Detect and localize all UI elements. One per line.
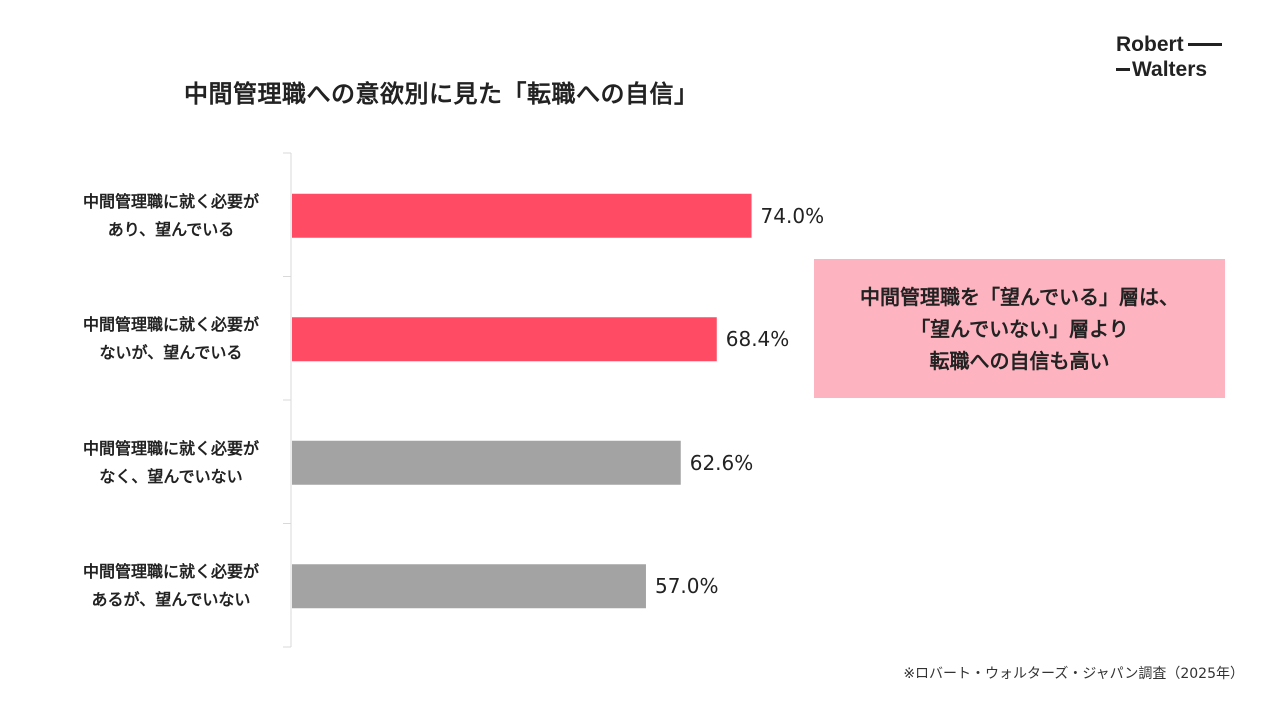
callout-box: 中間管理職を「望んでいる」層は、 「望んでいない」層より 転職への自信も高い [814,259,1225,398]
value-label-1: 74.0% [760,203,825,228]
logo-line-bottom [1116,68,1130,71]
callout-line-1: 中間管理職を「望んでいる」層は、 [860,284,1179,309]
category-label-4-line-1: 中間管理職に就く必要が [82,562,259,582]
category-label-3-line-2: なく、望んでいない [99,466,243,486]
value-label-4: 57.0% [654,574,719,599]
category-label-3-line-1: 中間管理職に就く必要が [82,438,259,458]
logo-text-robert: Robert [1116,33,1184,56]
category-label-1: 中間管理職に就く必要が あり、望んでいる [40,188,302,244]
callout-line-2: 「望んでいない」層より [910,316,1129,341]
category-label-2-line-2: ないが、望んでいる [99,343,243,363]
category-label-2-line-1: 中間管理職に就く必要が [82,315,259,335]
source-note: ※ロバート・ウォルターズ・ジャパン調査（2025年） [903,666,1244,682]
chart-title: 中間管理職への意欲別に見た「転職への自信」 [184,80,699,108]
logo-line-top [1187,43,1222,46]
value-label-3: 62.6% [689,450,754,475]
robert-walters-logo: Robert Walters [1116,32,1238,82]
bar-1 [292,193,752,238]
bar-3 [292,440,681,485]
bar-4 [292,564,646,609]
callout-line-3: 転職への自信も高い [929,348,1110,373]
category-label-4-line-2: あるが、望んでいない [91,590,251,610]
bar-2 [292,317,717,362]
value-label-2: 68.4% [725,327,790,352]
category-label-4: 中間管理職に就く必要が あるが、望んでいない [40,558,302,614]
logo-text-walters: Walters [1132,58,1208,81]
category-label-1-line-2: あり、望んでいる [107,219,235,239]
category-label-1-line-1: 中間管理職に就く必要が [82,191,259,211]
category-label-2: 中間管理職に就く必要が ないが、望んでいる [40,311,302,367]
category-label-3: 中間管理職に就く必要が なく、望んでいない [40,435,302,491]
